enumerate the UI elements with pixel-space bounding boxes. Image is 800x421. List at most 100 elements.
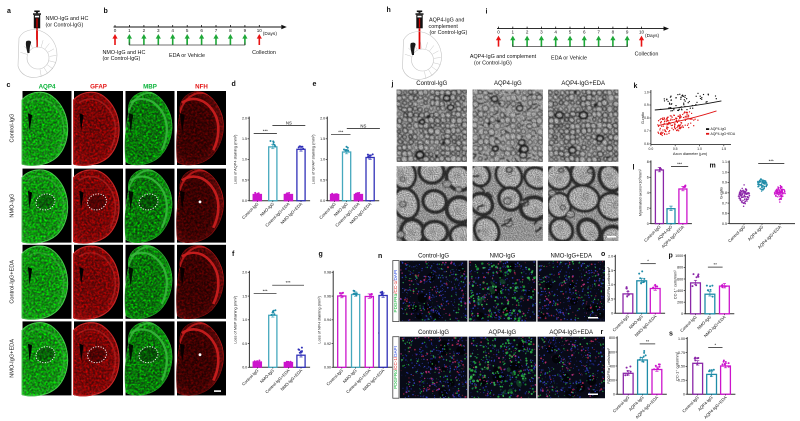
svg-text:1.0: 1.0 (242, 158, 247, 162)
svg-text:7: 7 (215, 28, 218, 33)
svg-text:1: 1 (128, 28, 131, 33)
svg-text:Control-IgG: Control-IgG (612, 395, 631, 414)
svg-text:(Days): (Days) (263, 31, 278, 37)
svg-text:EDA or Vehicle: EDA or Vehicle (551, 56, 587, 62)
svg-text:AQP4-IgG: AQP4-IgG (747, 224, 765, 242)
svg-text:h: h (387, 7, 391, 14)
svg-text:NMO-IgG+EDA: NMO-IgG+EDA (10, 339, 16, 378)
svg-text:PDGFRα⁺ cells/mm²: PDGFRα⁺ cells/mm² (606, 348, 611, 384)
svg-text:0.92: 0.92 (324, 342, 331, 346)
svg-text:0: 0 (613, 393, 615, 397)
svg-text:complement: complement (429, 24, 459, 30)
svg-text:0: 0 (681, 312, 683, 316)
svg-text:f: f (232, 251, 235, 258)
svg-text:0.6: 0.6 (644, 142, 649, 146)
svg-text:NS: NS (360, 123, 366, 128)
svg-text:0.98: 0.98 (324, 271, 331, 275)
svg-text:800: 800 (677, 266, 683, 270)
svg-text:m: m (710, 163, 716, 170)
svg-text:0.25: 0.25 (678, 379, 685, 383)
svg-text:o: o (601, 251, 605, 258)
svg-text:EDA or Vehicle: EDA or Vehicle (169, 53, 205, 59)
svg-text:***: *** (338, 130, 343, 135)
svg-text:0.5: 0.5 (242, 178, 247, 182)
svg-text:0: 0 (647, 222, 649, 226)
svg-text:PDGFRα/CC-1/DAPI: PDGFRα/CC-1/DAPI (393, 270, 398, 313)
svg-text:NMO-IgG+EDA: NMO-IgG+EDA (550, 254, 592, 260)
svg-text:AQP4-IgG: AQP4-IgG (711, 127, 727, 131)
svg-text:Axon diameter (µm): Axon diameter (µm) (673, 151, 708, 156)
svg-text:0.8: 0.8 (644, 116, 649, 120)
svg-text:2: 2 (647, 207, 649, 211)
svg-text:10: 10 (257, 28, 263, 33)
svg-text:0.94: 0.94 (324, 318, 331, 322)
svg-text:(or Control-IgG): (or Control-IgG) (46, 23, 84, 29)
svg-text:400: 400 (677, 289, 683, 293)
svg-text:0: 0 (114, 28, 117, 33)
svg-text:Control-IgG: Control-IgG (10, 114, 16, 143)
svg-text:8: 8 (229, 28, 232, 33)
svg-text:AQP4-IgG+EDA: AQP4-IgG+EDA (549, 330, 593, 336)
svg-text:Control-IgG: Control-IgG (679, 314, 698, 333)
svg-text:Control-IgG: Control-IgG (318, 201, 337, 220)
svg-text:s: s (669, 331, 673, 338)
svg-text:Control-IgG: Control-IgG (241, 201, 260, 220)
svg-text:PDGFRα/CC-1/DAPI: PDGFRα/CC-1/DAPI (393, 346, 398, 389)
svg-text:b: b (104, 8, 108, 15)
svg-text:600: 600 (609, 350, 615, 354)
svg-text:(or Control-IgG): (or Control-IgG) (103, 56, 141, 62)
svg-text:Loss of NFH staining (mm²): Loss of NFH staining (mm²) (317, 295, 322, 343)
svg-text:AQP4-IgG and complement: AQP4-IgG and complement (470, 54, 537, 60)
svg-text:NMO-IgG: NMO-IgG (490, 254, 516, 260)
svg-text:400: 400 (609, 364, 615, 368)
svg-text:8: 8 (612, 29, 615, 34)
svg-text:AQP4-IgG: AQP4-IgG (494, 81, 522, 87)
svg-text:Loss of GFAP staining (mm²): Loss of GFAP staining (mm²) (311, 134, 316, 185)
svg-text:0.8: 0.8 (722, 191, 727, 195)
svg-text:1.00: 1.00 (678, 337, 685, 341)
svg-text:n: n (378, 253, 382, 260)
svg-text:5: 5 (186, 28, 189, 33)
svg-text:1.0: 1.0 (608, 283, 613, 287)
svg-text:4: 4 (647, 191, 649, 195)
svg-text:NMO-IgG and HC: NMO-IgG and HC (46, 16, 89, 22)
svg-text:1.5: 1.5 (721, 147, 726, 151)
svg-text:0.5: 0.5 (608, 297, 613, 301)
svg-text:1.5: 1.5 (320, 137, 325, 141)
svg-text:200: 200 (609, 378, 615, 382)
svg-text:NMO-IgG and HC: NMO-IgG and HC (103, 50, 146, 56)
svg-text:G-ratio: G-ratio (719, 187, 724, 199)
svg-text:Collection: Collection (635, 52, 659, 58)
svg-text:PDGFRα⁺ cells/mm²: PDGFRα⁺ cells/mm² (606, 266, 611, 302)
svg-text:0.96: 0.96 (324, 294, 331, 298)
svg-text:AQP4-IgG: AQP4-IgG (489, 330, 517, 336)
svg-text:NFH: NFH (195, 83, 208, 90)
svg-text:*: * (647, 259, 649, 264)
svg-text:1.0: 1.0 (644, 90, 649, 94)
svg-text:Control-IgG: Control-IgG (416, 81, 447, 87)
svg-text:0.5: 0.5 (673, 147, 678, 151)
svg-text:0: 0 (683, 393, 685, 397)
svg-text:0.0: 0.0 (242, 199, 247, 203)
svg-text:1.0: 1.0 (242, 318, 247, 322)
svg-text:3: 3 (540, 29, 543, 34)
svg-text:2.0: 2.0 (242, 271, 247, 275)
svg-text:j: j (391, 81, 394, 88)
svg-text:0.90: 0.90 (324, 366, 331, 370)
svg-text:i: i (486, 9, 488, 16)
svg-text:9: 9 (626, 29, 629, 34)
svg-text:(Days): (Days) (645, 33, 660, 39)
svg-text:NMO-IgG: NMO-IgG (10, 194, 16, 218)
svg-text:p: p (669, 253, 673, 260)
svg-text:Control-IgG: Control-IgG (727, 224, 747, 244)
svg-text:0.9: 0.9 (644, 103, 649, 107)
svg-text:1: 1 (512, 29, 515, 34)
svg-text:1.1: 1.1 (722, 160, 727, 164)
svg-text:4: 4 (171, 28, 174, 33)
svg-text:4: 4 (554, 29, 557, 34)
svg-text:Loss of AQP4 staining (mm²): Loss of AQP4 staining (mm²) (233, 134, 238, 184)
svg-text:Control-IgG: Control-IgG (241, 368, 260, 387)
svg-text:Control-IgG+EDA: Control-IgG+EDA (10, 260, 16, 304)
svg-text:5: 5 (569, 29, 572, 34)
svg-text:Control-IgG: Control-IgG (418, 254, 449, 260)
